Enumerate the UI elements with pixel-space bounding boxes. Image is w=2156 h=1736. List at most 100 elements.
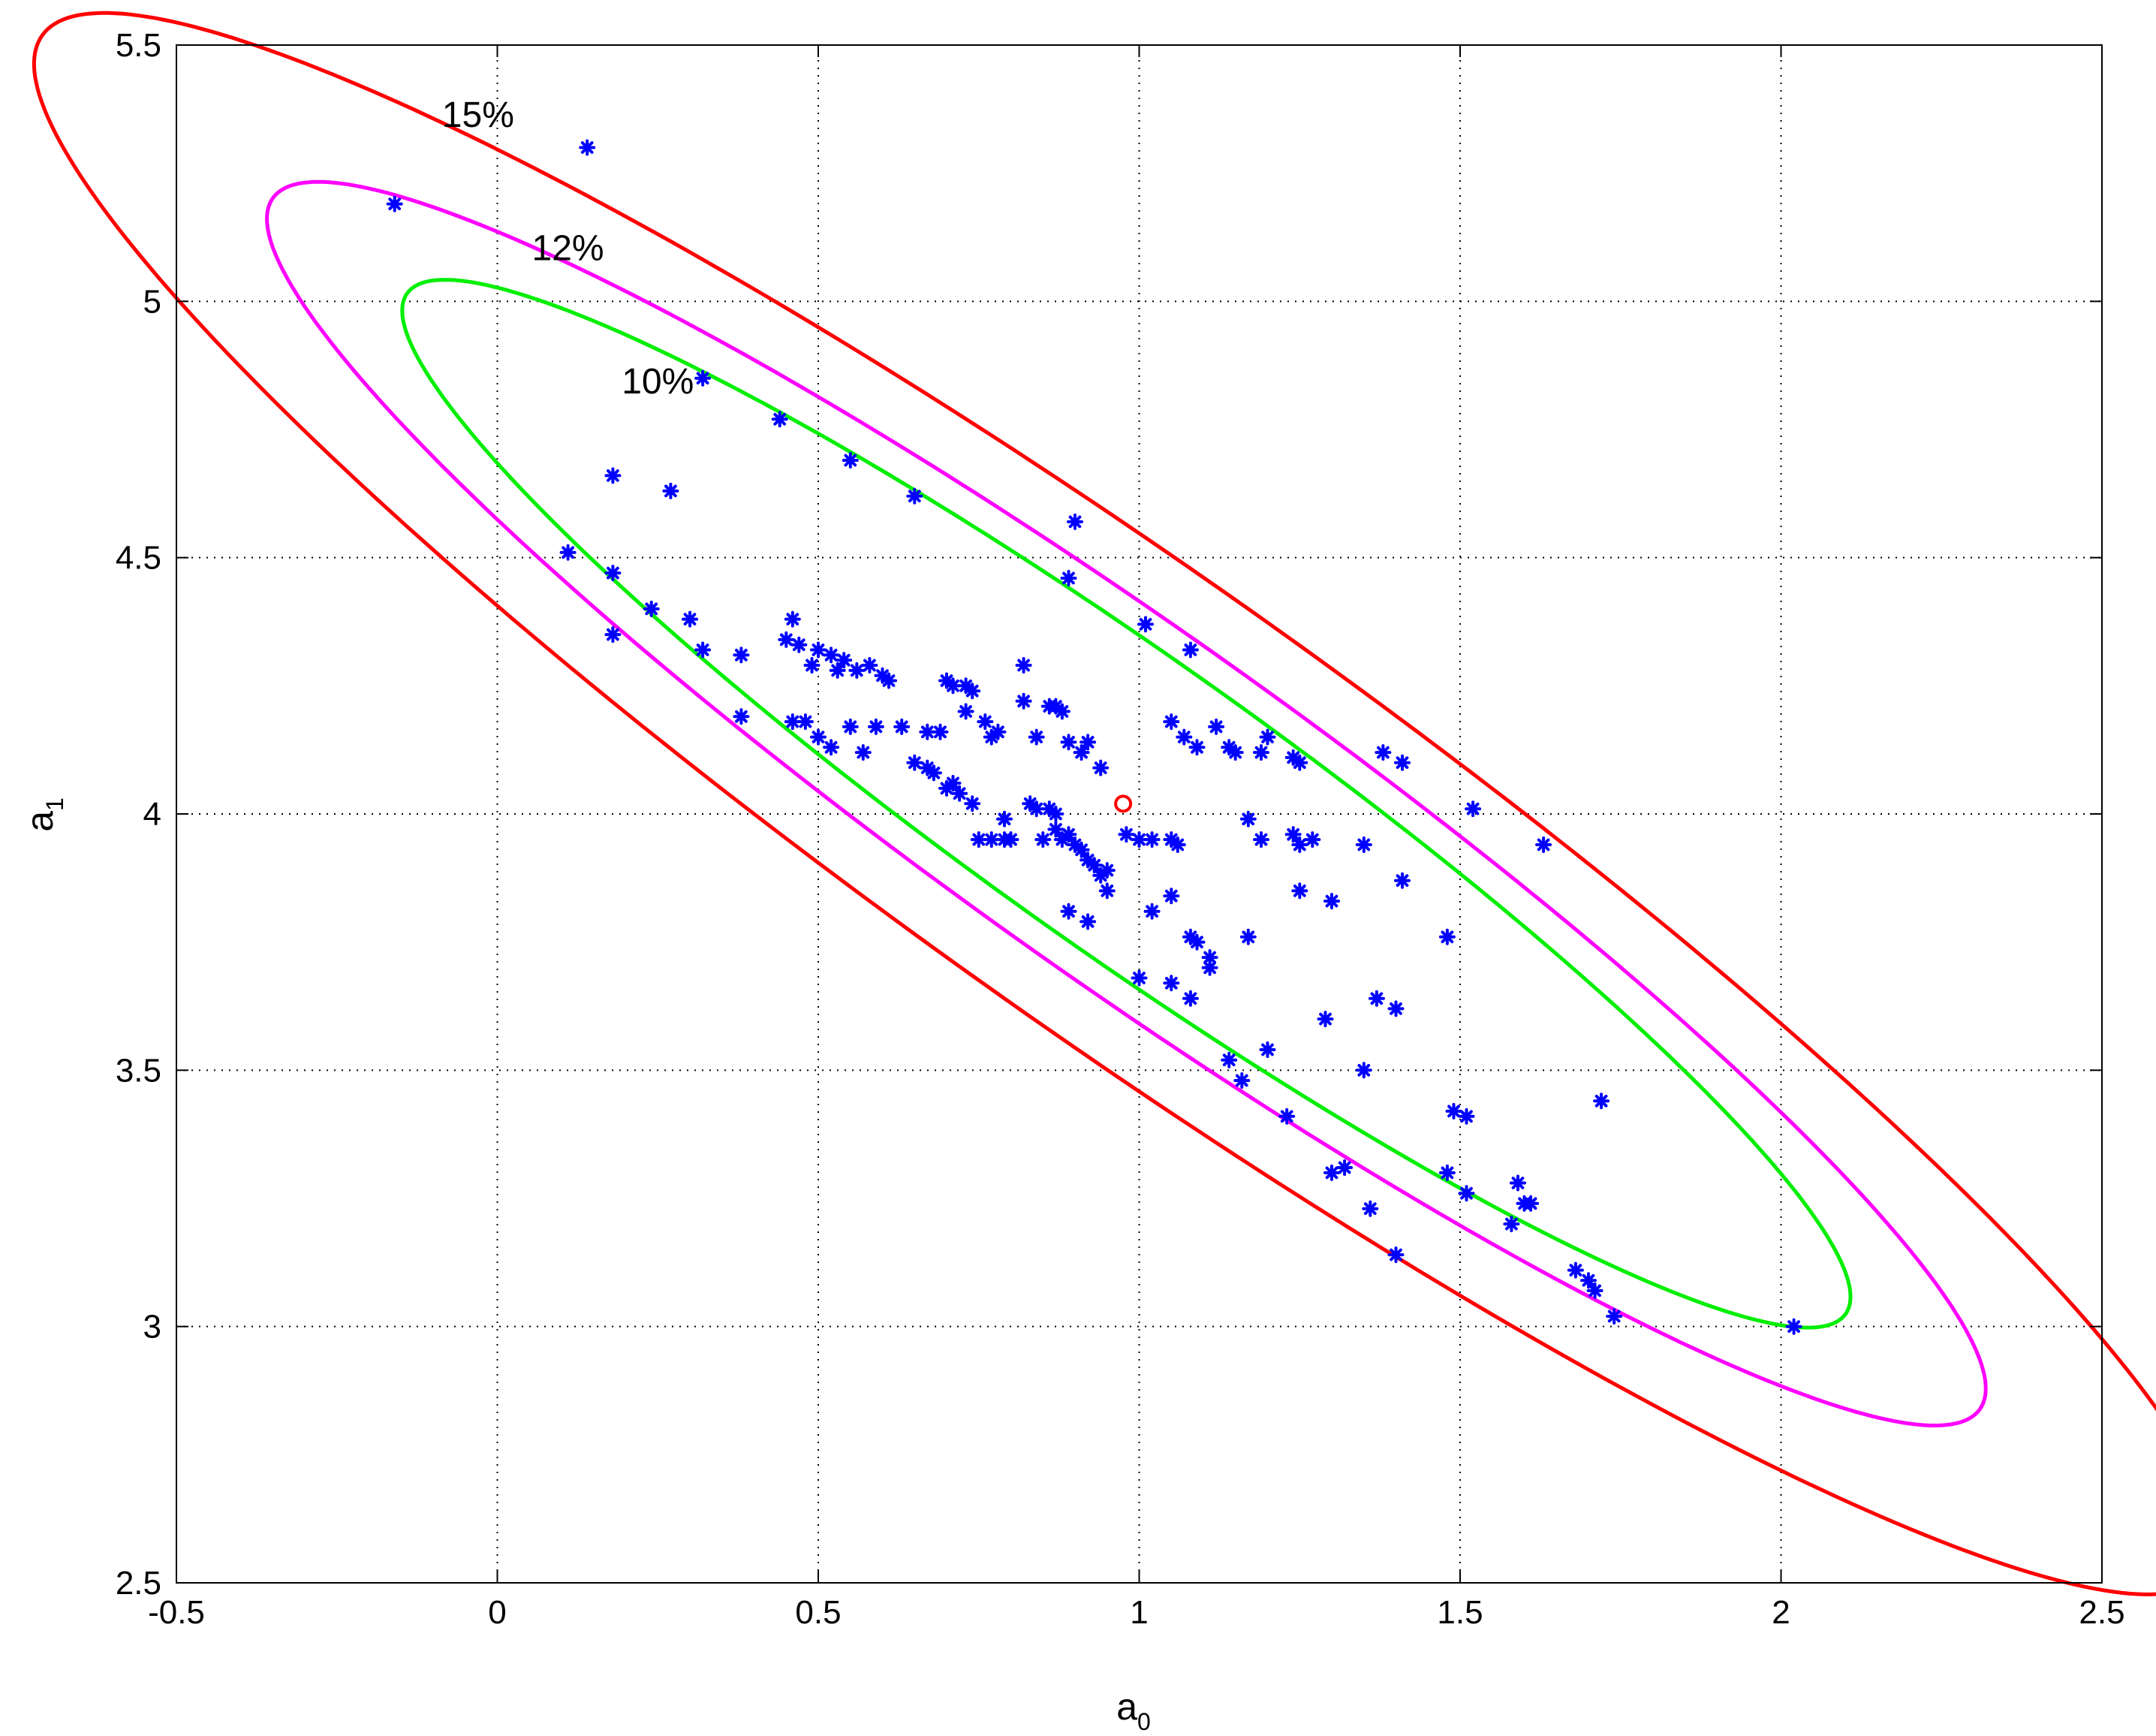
data-point [1080,734,1097,751]
data-point [951,785,968,802]
data-point [1323,893,1340,910]
ellipse-label-10pct: 10% [622,362,694,402]
data-point [579,139,596,156]
data-point [1047,806,1064,822]
data-point [1015,657,1032,674]
x-tick-label: -0.5 [148,1594,205,1631]
data-point [1323,1164,1340,1181]
data-point [694,369,712,387]
data-point [1503,1216,1520,1233]
data-point [1131,831,1148,848]
y-tick-label: 5 [143,283,161,320]
ellipse-label-15pct: 15% [442,95,514,135]
data-point [803,657,821,674]
data-point [1143,903,1161,920]
data-point [1304,831,1321,848]
data-point [1586,1282,1603,1299]
data-point [1137,616,1154,633]
data-point [604,626,622,643]
data-point [823,646,840,664]
data-point [733,646,750,664]
data-point [867,718,884,735]
data-point [604,467,622,484]
data-point [1053,703,1070,720]
data-point [1438,928,1456,945]
y-tick-label: 4.5 [116,540,161,577]
data-point [1034,831,1052,848]
data-point [1118,826,1135,843]
data-point [1355,1062,1372,1079]
y-tick-label: 2.5 [116,1565,161,1602]
data-point [1080,913,1097,930]
data-point [1188,933,1206,951]
center-point [1114,794,1133,813]
data-point [1131,969,1148,987]
data-point [893,718,911,735]
data-point [1458,1108,1475,1125]
data-point [881,672,897,689]
data-point [1394,754,1411,771]
data-point [1362,1200,1379,1217]
data-point [1143,831,1161,848]
data-point [1606,1308,1623,1325]
data-point [1291,836,1308,853]
data-point [944,677,962,695]
data-point [1073,744,1090,761]
data-point [1387,1246,1405,1264]
data-point [829,662,846,679]
data-point [771,411,788,428]
data-point [848,662,866,679]
data-point [1465,800,1482,818]
data-point [983,831,1000,848]
y-tick-label: 4 [143,796,161,833]
data-point [823,739,840,756]
data-point [1458,1185,1475,1202]
data-point [1060,570,1077,586]
tick-labels: -0.5 0 0.5 1 1.5 2 2.5 2.5 3 3.5 4 4.5 5 5.5 [116,27,2125,1631]
data-point [938,672,955,689]
data-point [1233,1072,1251,1089]
data-point [790,636,808,653]
data-point [1291,882,1308,900]
data-point [604,565,622,582]
data-point [1259,1041,1276,1058]
data-point [1593,1093,1610,1110]
x-axis-label: a0 [1116,1686,1151,1735]
data-point [1284,826,1302,843]
data-point [944,775,962,791]
data-point [1368,990,1385,1007]
confidence-ellipse-10pct [400,278,1853,1330]
data-point [842,452,859,469]
data-point [694,641,712,659]
data-point [964,795,981,812]
data-point [1259,728,1276,746]
y-tick-label: 3.5 [116,1052,161,1089]
y-axis-label: a1 [19,797,68,832]
data-point [1239,810,1257,827]
data-point [810,728,827,746]
data-point [559,544,577,561]
confidence-ellipses: 15% 12% 10% [32,11,2156,1596]
data-point [925,764,942,782]
data-point [861,657,878,674]
data-point [1355,836,1372,853]
data-point [1188,739,1206,756]
data-point [1163,888,1180,905]
data-point [1073,841,1090,858]
data-point [682,610,698,628]
data-point [1291,754,1308,771]
data-point [1317,1011,1334,1028]
data-point [1169,836,1186,853]
data-point [906,754,923,771]
data-point [989,723,1007,740]
data-point [1182,990,1199,1007]
data-points [386,139,1802,1335]
data-point [784,610,801,628]
data-point [906,487,923,505]
data-point [996,810,1013,827]
data-point [1002,831,1019,848]
data-point [1163,975,1180,992]
data-point [1227,744,1244,761]
data-point [1067,513,1083,530]
